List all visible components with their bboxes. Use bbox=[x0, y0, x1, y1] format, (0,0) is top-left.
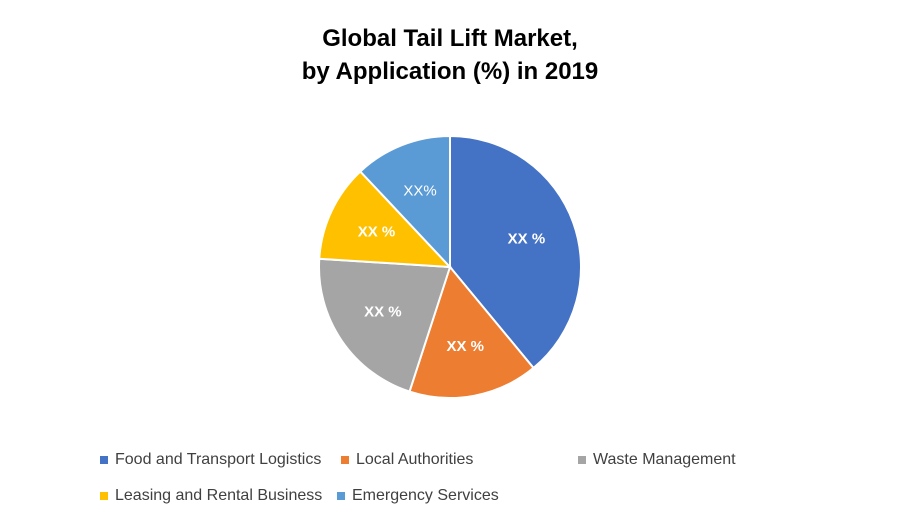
legend-item-emergency-services: Emergency Services bbox=[337, 487, 499, 505]
legend-item-food-transport: Food and Transport Logistics bbox=[100, 451, 321, 469]
pie-slice-leasing-rental bbox=[318, 170, 453, 269]
legend-swatch-emergency-services bbox=[337, 492, 345, 500]
chart-title-line-1: Global Tail Lift Market, bbox=[322, 25, 578, 52]
pie-slice-local-authorities bbox=[408, 264, 535, 399]
legend-item-leasing-rental: Leasing and Rental Business bbox=[100, 487, 322, 505]
legend-swatch-food-transport bbox=[100, 456, 108, 464]
legend-label-leasing-rental: Leasing and Rental Business bbox=[115, 487, 323, 504]
pie-slice-emergency-services bbox=[358, 134, 451, 270]
legend-label-local-authorities: Local Authorities bbox=[356, 451, 474, 468]
legend-item-waste-management: Waste Management bbox=[578, 451, 736, 469]
pie-slice-waste-management bbox=[318, 257, 452, 393]
pie-label-leasing-rental: XX % bbox=[358, 223, 396, 240]
pie-label-food-transport: XX % bbox=[508, 230, 546, 247]
legend-swatch-leasing-rental bbox=[100, 492, 108, 500]
chart-title: Global Tail Lift Market, by Application … bbox=[0, 22, 900, 88]
legend-label-waste-management: Waste Management bbox=[593, 451, 736, 468]
pie-slice-food-transport bbox=[449, 134, 582, 370]
pie-label-local-authorities: XX % bbox=[446, 338, 484, 355]
pie-label-emergency-services: XX% bbox=[403, 182, 436, 199]
legend-item-local-authorities: Local Authorities bbox=[341, 451, 473, 469]
legend-swatch-local-authorities bbox=[341, 456, 349, 464]
legend-swatch-waste-management bbox=[578, 456, 586, 464]
legend-label-food-transport: Food and Transport Logistics bbox=[115, 451, 322, 468]
chart-title-line-2: by Application (%) in 2019 bbox=[301, 58, 599, 85]
legend-label-emergency-services: Emergency Services bbox=[352, 487, 499, 504]
pie-label-waste-management: XX % bbox=[364, 304, 402, 321]
